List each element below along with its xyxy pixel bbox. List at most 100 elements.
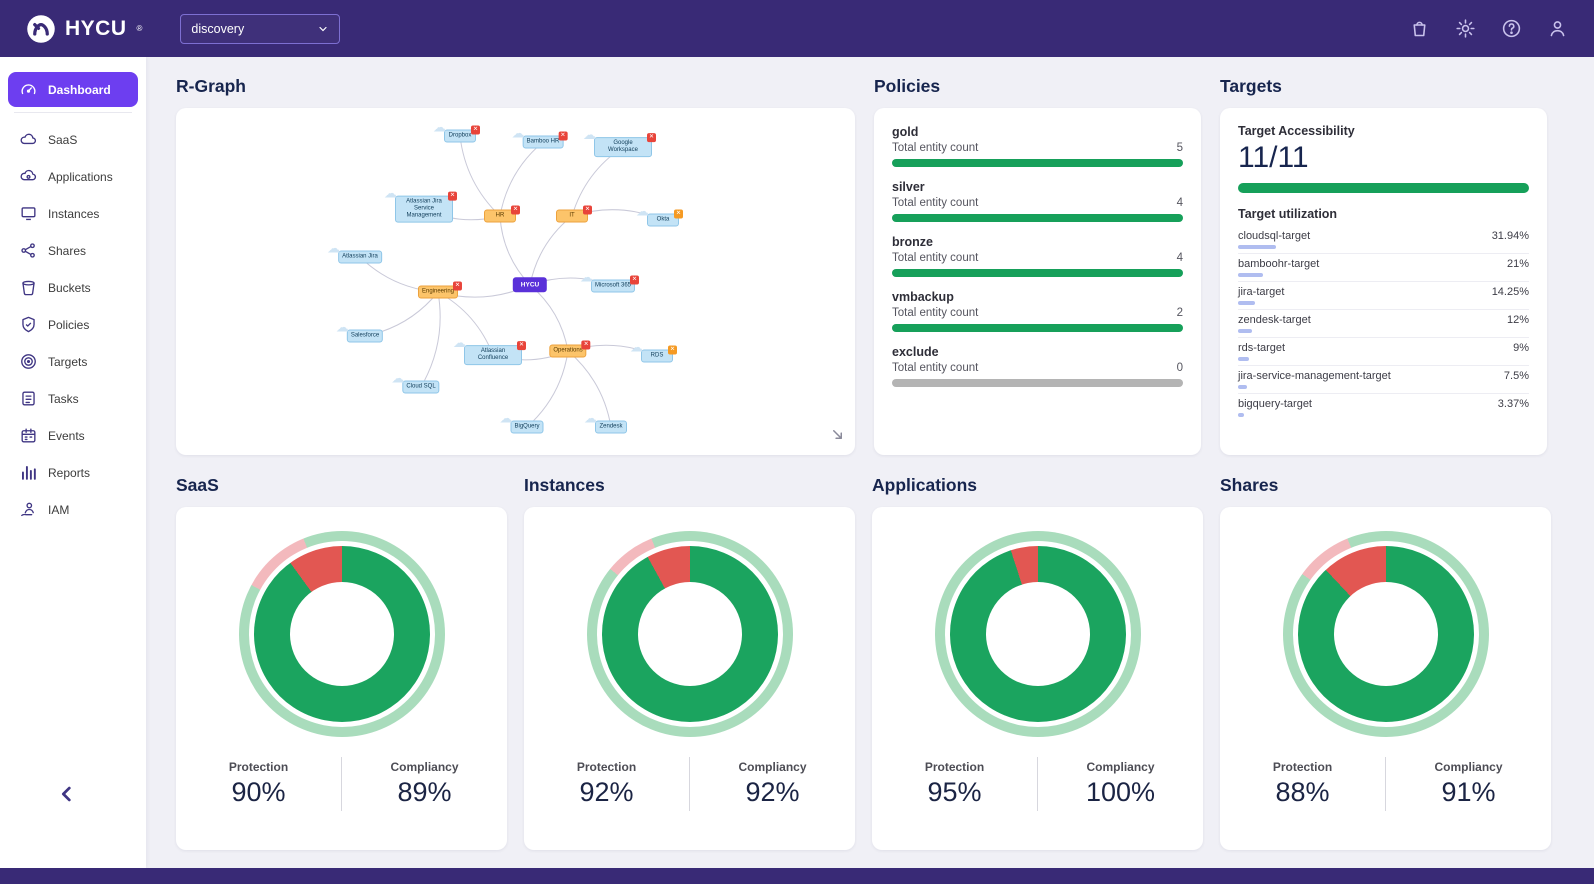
protection-label: Protection: [924, 760, 985, 774]
graph-node-cloud-sql[interactable]: Cloud SQL: [391, 372, 440, 394]
graph-node-hycu[interactable]: HYCU: [512, 277, 548, 293]
sidebar-collapse-button[interactable]: [56, 783, 78, 810]
sidebar-item-saas[interactable]: SaaS: [8, 122, 138, 157]
target-name: bamboohr-target: [1238, 258, 1320, 270]
marketplace-icon[interactable]: [1409, 18, 1430, 39]
sidebar-item-label: Reports: [48, 465, 91, 480]
graph-nodes: Dropbox✕ Bamboo HR✕ Google Workspace✕ Atlas…: [176, 108, 855, 455]
utilization-bar: [1238, 273, 1264, 277]
sidebar-item-label: Dashboard: [48, 82, 111, 97]
utilization-bar: [1238, 301, 1256, 305]
rgraph-title: R-Graph: [176, 76, 246, 96]
policy-item: gold Total entity count 5: [892, 125, 1183, 167]
saas-donut-chart: [238, 531, 445, 737]
policy-entity-label: Total entity count: [892, 362, 979, 374]
help-icon[interactable]: [1501, 18, 1522, 39]
policy-entity-label: Total entity count: [892, 252, 979, 264]
stat-divider: [1037, 757, 1038, 811]
graph-node-okta[interactable]: Okta✕: [636, 205, 683, 227]
nav-select[interactable]: discovery: [180, 13, 341, 44]
target-name: jira-service-management-target: [1238, 370, 1391, 382]
settings-icon[interactable]: [1455, 18, 1476, 39]
chevron-down-icon: [319, 26, 328, 31]
graph-node-atlassian-jira-service-management[interactable]: Atlassian Jira Service Management✕: [384, 187, 457, 223]
graph-node-hr[interactable]: HR ✕: [484, 205, 520, 223]
graph-node-operations[interactable]: Operations ✕: [549, 340, 591, 358]
profile-icon[interactable]: [1547, 18, 1568, 39]
donut-hole: [289, 582, 394, 686]
target-pct: 3.37%: [1497, 398, 1529, 410]
sidebar-item-applications[interactable]: Applications: [8, 159, 138, 194]
graph-node-microsoft-365[interactable]: Microsoft 365✕: [580, 271, 640, 293]
graph-node-salesforce[interactable]: Salesforce: [336, 321, 384, 343]
sidebar: Dashboard SaaS Applications Instances Sh…: [0, 57, 146, 868]
node-alert-badge-icon: ✕: [511, 205, 520, 215]
top-bar: HYCU ® discovery: [0, 0, 1594, 57]
node-alert-badge-icon: ✕: [581, 340, 591, 350]
sidebar-item-iam[interactable]: IAM: [8, 492, 138, 527]
policy-name: gold: [892, 125, 919, 139]
expand-graph-icon[interactable]: [830, 427, 845, 447]
node-alert-badge-icon: ✕: [448, 191, 457, 201]
node-alert-badge-icon: ✕: [471, 125, 480, 135]
target-name: bigquery-target: [1238, 398, 1312, 410]
sidebar-item-shares[interactable]: Shares: [8, 233, 138, 268]
policies-section: Policies gold Total entity count 5 silver…: [874, 76, 1201, 455]
instances-title: Instances: [524, 475, 605, 495]
node-alert-badge-icon: ✕: [453, 281, 463, 291]
target-accessibility-bar: [1238, 183, 1529, 193]
targets-title: Targets: [1220, 76, 1282, 96]
policy-bar: [892, 324, 1183, 332]
sidebar-item-targets[interactable]: Targets: [8, 344, 138, 379]
targets-section: Targets Target Accessibility 11/11 Targe…: [1220, 76, 1547, 455]
target-pct: 12%: [1506, 314, 1529, 326]
hycu-logo[interactable]: HYCU ®: [26, 14, 142, 44]
sidebar-item-events[interactable]: Events: [8, 418, 138, 453]
protection-value: 95%: [927, 777, 982, 807]
applications-donut-chart: [934, 531, 1141, 737]
sidebar-item-policies[interactable]: Policies: [8, 307, 138, 342]
utilization-row: zendesk-target 12%: [1238, 310, 1529, 338]
graph-node-atlassian-confluence[interactable]: Atlassian Confluence✕: [453, 336, 526, 365]
instances-donut-chart: [586, 531, 793, 737]
utilization-row: bamboohr-target 21%: [1238, 254, 1529, 282]
graph-node-it[interactable]: IT ✕: [556, 205, 592, 223]
graph-node-atlassian-jira[interactable]: Atlassian Jira: [327, 242, 382, 264]
policy-name: silver: [892, 180, 925, 194]
graph-node-engineering[interactable]: Engineering ✕: [417, 281, 463, 299]
graph-node-google-workspace[interactable]: Google Workspace✕: [583, 128, 656, 157]
sidebar-item-dashboard[interactable]: Dashboard: [8, 72, 138, 107]
rgraph-card: Dropbox✕ Bamboo HR✕ Google Workspace✕ Atlas…: [176, 108, 855, 455]
compliancy-label: Compliancy: [1086, 760, 1155, 774]
compliancy-value: 91%: [1441, 777, 1496, 807]
sidebar-item-instances[interactable]: Instances: [8, 196, 138, 231]
applications-card: Protection 95% Compliancy 100%: [872, 507, 1203, 850]
sidebar-item-label: Targets: [48, 354, 88, 369]
donut-hole: [637, 582, 742, 686]
graph-node-zendesk[interactable]: Zendesk: [584, 412, 627, 434]
sidebar-item-label: Policies: [48, 317, 90, 332]
graph-node-dropbox[interactable]: Dropbox✕: [433, 121, 480, 143]
graph-node-rds[interactable]: RDS✕: [630, 341, 677, 363]
policy-bar: [892, 269, 1183, 277]
target-accessibility-value: 11/11: [1238, 141, 1309, 174]
sidebar-item-reports[interactable]: Reports: [8, 455, 138, 490]
saas-card: Protection 90% Compliancy 89%: [176, 507, 507, 850]
policy-entity-label: Total entity count: [892, 142, 979, 154]
hycu-logo-icon: [27, 14, 55, 43]
graph-node-bamboo-hr[interactable]: Bamboo HR✕: [512, 127, 568, 149]
policy-count: 5: [1176, 142, 1183, 154]
graph-node-bigquery[interactable]: BigQuery: [499, 412, 544, 434]
sidebar-item-buckets[interactable]: Buckets: [8, 270, 138, 305]
node-alert-badge-icon: ✕: [583, 205, 592, 215]
policies-card: gold Total entity count 5 silver Total en…: [874, 108, 1201, 455]
node-alert-badge-icon: ✕: [668, 345, 677, 355]
policy-item: vmbackup Total entity count 2: [892, 290, 1183, 332]
node-alert-badge-icon: ✕: [558, 131, 568, 141]
utilization-bar: [1238, 385, 1247, 389]
policy-count: 4: [1176, 252, 1183, 264]
node-alert-badge-icon: ✕: [517, 341, 526, 351]
sidebar-item-tasks[interactable]: Tasks: [8, 381, 138, 416]
dashboard-icon: [21, 84, 36, 95]
utilization-bar: [1238, 413, 1244, 417]
